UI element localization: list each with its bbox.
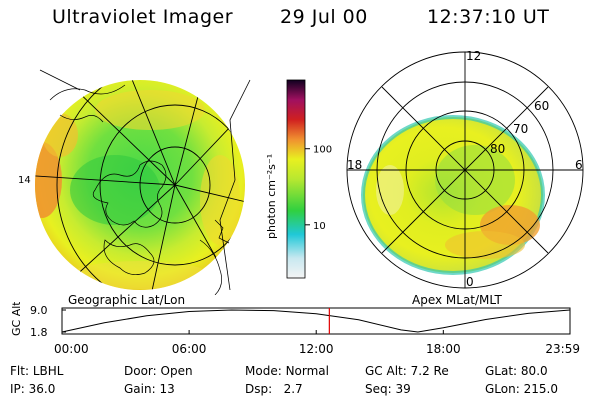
colorbar-ticks: 100 10 (305, 145, 332, 232)
colorbar: 100 10 photon cm⁻²s⁻¹ (265, 79, 332, 279)
colorbar-tick-label: 100 (313, 145, 332, 156)
mlt-label-6: 6 (575, 158, 583, 172)
orbit-ylabel: GC Alt (10, 302, 23, 336)
geo-edge-label: 14 (18, 175, 31, 186)
orbit-x-tick-label: 06:00 (172, 342, 207, 356)
observation-time: 12:37:10 UT (427, 6, 550, 28)
door-value: Open (160, 364, 193, 378)
orbit-x-tick-label: 18:00 (426, 342, 461, 356)
mlt-label-18: 18 (347, 158, 362, 172)
mlat-label-60: 60 (534, 99, 549, 113)
orbit-y-ticks: 9.0 1.8 (30, 304, 66, 339)
orbit-x-ticks: 00:00 06:00 12:00 18:00 23:59 (54, 330, 580, 356)
geographic-map: 14 (18, 69, 251, 295)
glat-value: 80.0 (520, 364, 548, 378)
geographic-map-label: Geographic Lat/Lon (68, 293, 186, 307)
gain-value: 13 (159, 382, 175, 396)
polar-labels: 12 18 6 0 60 70 80 (347, 49, 583, 289)
gcalt-value: 7.2 Re (410, 364, 449, 378)
ip-value: 36.0 (28, 382, 56, 396)
colorbar-unit-label: photon cm⁻²s⁻¹ (265, 154, 278, 239)
mode-value: Normal (285, 364, 329, 378)
dsp-value: 2.7 (283, 382, 303, 396)
info-gain: Gain: 13 (124, 382, 175, 396)
orbit-x-tick-label: 12:00 (299, 342, 334, 356)
info-seq: Seq: 39 (365, 382, 411, 396)
instrument-title: Ultraviolet Imager (52, 6, 234, 28)
orbit-y-tick-label: 9.0 (30, 304, 48, 317)
info-glat: GLat: 80.0 (485, 364, 548, 378)
info-door: Door: Open (124, 364, 193, 378)
info-mode: Mode: Normal (245, 364, 329, 378)
orbit-x-tick-label: 23:59 (545, 342, 580, 356)
mlat-label-70: 70 (513, 122, 528, 136)
glon-value: 215.0 (523, 382, 558, 396)
orbit-altitude-line (61, 309, 571, 333)
info-glon: GLon: 215.0 (485, 382, 558, 396)
polar-map-label: Apex MLat/MLT (412, 293, 502, 307)
info-gcalt: GC Alt: 7.2 Re (365, 364, 449, 378)
orbit-altitude-plot: 9.0 1.8 00:00 06:00 12:00 18:00 23:59 GC Alt (10, 302, 580, 356)
orbit-x-tick-label: 00:00 (54, 342, 89, 356)
mlt-label-12: 12 (466, 49, 481, 63)
info-dsp: Dsp: 2.7 (245, 382, 303, 396)
orbit-y-tick-label: 1.8 (30, 326, 48, 339)
geo-terminator-line (219, 79, 251, 291)
mlt-label-0: 0 (466, 275, 474, 289)
colorbar-gradient (286, 79, 306, 279)
polar-map: 12 18 6 0 60 70 80 (346, 49, 584, 289)
info-ip: IP: 36.0 (10, 382, 56, 396)
polar-grid (346, 51, 584, 289)
geo-coastlines (49, 84, 230, 295)
observation-date: 29 Jul 00 (280, 6, 368, 28)
flt-value: LBHL (32, 364, 64, 378)
mlat-label-80: 80 (490, 142, 505, 156)
colorbar-tick-label: 10 (313, 221, 326, 232)
seq-value: 39 (395, 382, 411, 396)
info-flt: Flt: LBHL (10, 364, 64, 378)
